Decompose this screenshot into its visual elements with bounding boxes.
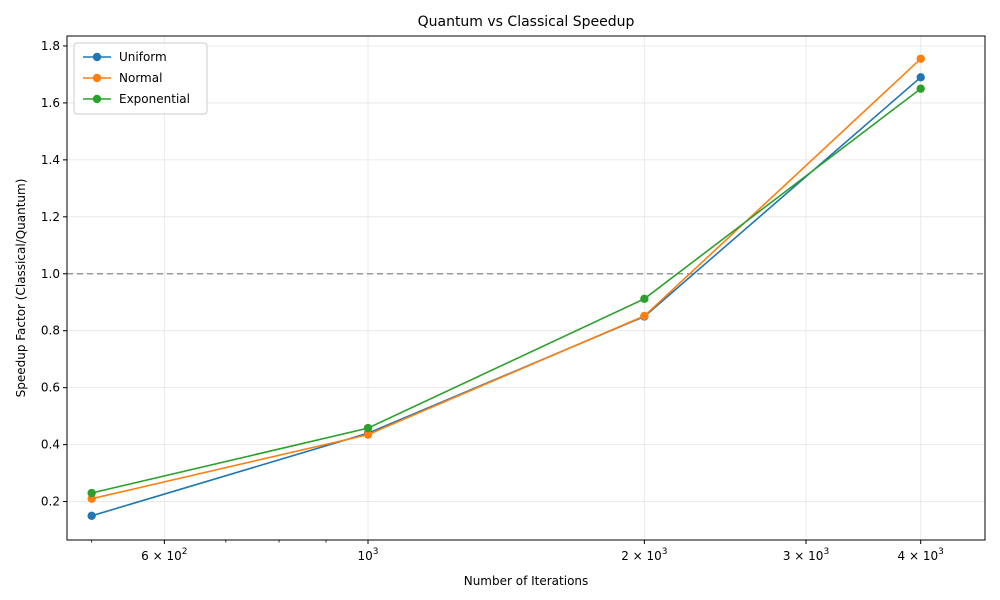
legend: Uniform Normal Exponential bbox=[73, 42, 208, 115]
series-line-exponential bbox=[91, 88, 922, 494]
data-point-uniform bbox=[916, 73, 925, 82]
legend-label-exponential: Exponential bbox=[119, 92, 190, 106]
y-axis: 0.2 0.4 0.6 0.8 1.0 1.2 1.4 1.6 1.8 bbox=[41, 39, 67, 509]
legend-label-normal: Normal bbox=[119, 71, 162, 85]
series-line-uniform bbox=[91, 76, 922, 517]
y-axis-title: Speedup Factor (Classical/Quantum) bbox=[14, 179, 28, 398]
plot-frame bbox=[66, 35, 986, 541]
data-point-exponential bbox=[640, 294, 649, 304]
y-tick-label: 0.8 bbox=[41, 324, 60, 338]
x-tick-label: 4 × 103 bbox=[898, 547, 944, 563]
x-tick-label: 2 × 103 bbox=[621, 547, 667, 563]
y-tick-label: 1.6 bbox=[41, 96, 60, 110]
chart-title: Quantum vs Classical Speedup bbox=[418, 14, 635, 30]
y-tick-label: 1.8 bbox=[41, 39, 60, 53]
x-tick-label: 6 × 102 bbox=[141, 547, 187, 563]
data-point-exponential bbox=[916, 84, 925, 93]
y-tick-label: 0.2 bbox=[41, 495, 60, 509]
data-point-normal bbox=[640, 311, 649, 321]
legend-label-uniform: Uniform bbox=[119, 50, 167, 64]
y-tick-label: 1.2 bbox=[41, 210, 60, 224]
x-axis-title: Number of Iterations bbox=[464, 574, 589, 588]
data-point-normal bbox=[363, 430, 373, 439]
legend-box bbox=[73, 42, 208, 115]
series-group bbox=[87, 54, 925, 520]
data-point-exponential bbox=[363, 423, 373, 433]
series-line-normal bbox=[91, 58, 922, 500]
data-point-normal bbox=[916, 54, 925, 63]
x-tick-label: 103 bbox=[358, 547, 379, 563]
y-tick-label: 0.4 bbox=[41, 438, 60, 452]
y-tick-label: 1.0 bbox=[41, 267, 60, 281]
data-point-exponential bbox=[87, 488, 96, 498]
grid bbox=[67, 36, 985, 540]
y-tick-label: 0.6 bbox=[41, 381, 60, 395]
y-tick-label: 1.4 bbox=[41, 153, 60, 167]
x-axis: 6 × 102 103 2 × 103 3 × 103 4 × 103 bbox=[91, 540, 944, 563]
legend-marker-normal bbox=[92, 73, 102, 83]
x-tick-label: 3 × 103 bbox=[783, 547, 829, 563]
legend-marker-exponential bbox=[92, 94, 102, 104]
legend-marker-uniform bbox=[92, 52, 102, 62]
data-point-uniform bbox=[87, 511, 96, 520]
